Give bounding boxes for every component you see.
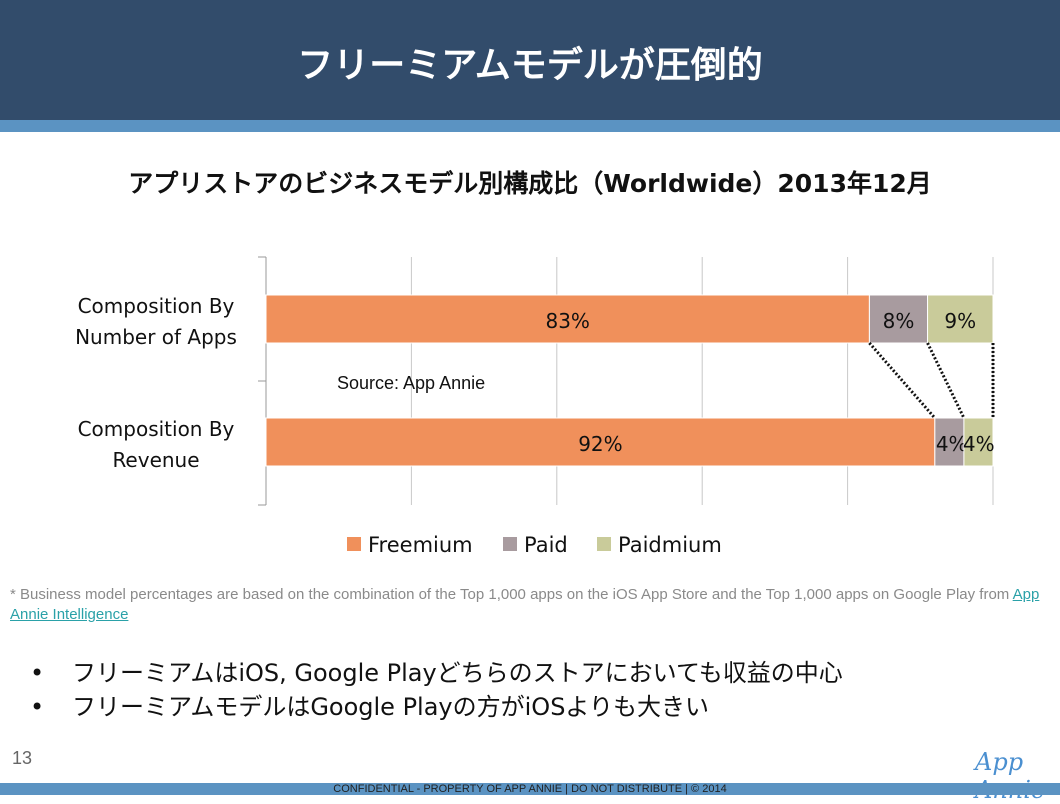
bullet-item: • フリーミアムはiOS, Google Playどちらのストアにおいても収益の中… bbox=[30, 656, 843, 690]
bullet-symbol: • bbox=[30, 659, 45, 687]
category-label: Revenue bbox=[112, 448, 199, 472]
data-label: 4% bbox=[963, 432, 995, 456]
data-label: 8% bbox=[883, 309, 915, 333]
page-number: 13 bbox=[12, 748, 33, 768]
footnote-text: * Business model percentages are based o… bbox=[10, 586, 1013, 603]
bar-segment-paidmium bbox=[963, 417, 994, 467]
bar-segment-freemium bbox=[265, 417, 936, 467]
source-annotation: Source: App Annie bbox=[337, 373, 485, 393]
bullet-text: フリーミアムはiOS, Google Playどちらのストアにおいても収益の中心 bbox=[72, 659, 843, 687]
category-label: Number of Apps bbox=[75, 325, 237, 349]
category-label: Composition By bbox=[78, 417, 235, 441]
legend-label: Paid bbox=[524, 533, 568, 557]
bar-segment-paid bbox=[934, 417, 965, 467]
bullet-text: フリーミアムモデルはGoogle Playの方がiOSよりも大きい bbox=[72, 693, 709, 721]
data-label: 4% bbox=[936, 432, 968, 456]
bullet-item: • フリーミアムモデルはGoogle Playの方がiOSよりも大きい bbox=[30, 690, 843, 724]
category-label: Composition By bbox=[78, 294, 235, 318]
footer-band bbox=[0, 783, 1060, 795]
bar-segment-paid bbox=[868, 294, 929, 344]
bar-segment-freemium bbox=[265, 294, 870, 344]
footnote-link[interactable]: App Annie Intelligence bbox=[10, 586, 1040, 623]
header-bar bbox=[0, 0, 1060, 120]
confidential-notice: CONFIDENTIAL - PROPERTY OF APP ANNIE | D… bbox=[333, 783, 727, 795]
legend-swatch bbox=[347, 537, 361, 551]
legend-swatch bbox=[597, 537, 611, 551]
header-stripe bbox=[0, 120, 1060, 132]
data-label: 92% bbox=[578, 432, 622, 456]
data-label: 9% bbox=[944, 309, 976, 333]
chart-title: アプリストアのビジネスモデル別構成比（Worldwide）2013年12月 bbox=[128, 169, 932, 198]
bar-segment-paidmium bbox=[927, 294, 994, 344]
connector-line bbox=[868, 342, 936, 419]
legend-swatch bbox=[503, 537, 517, 551]
bullet-symbol: • bbox=[30, 693, 45, 721]
stacked-bar-chart: 83% 8% 9% Composition By Number of Apps 92% 4%… bbox=[75, 256, 995, 557]
slide-title: フリーミアムモデルが圧倒的 bbox=[297, 45, 763, 86]
footnote: * Business model percentages are based o… bbox=[10, 585, 1040, 625]
legend-label: Freemium bbox=[368, 533, 473, 557]
data-label: 83% bbox=[545, 309, 589, 333]
legend-label: Paidmium bbox=[618, 533, 722, 557]
bullet-list: • フリーミアムはiOS, Google Playどちらのストアにおいても収益の中… bbox=[30, 656, 843, 724]
connector-line bbox=[926, 342, 966, 419]
